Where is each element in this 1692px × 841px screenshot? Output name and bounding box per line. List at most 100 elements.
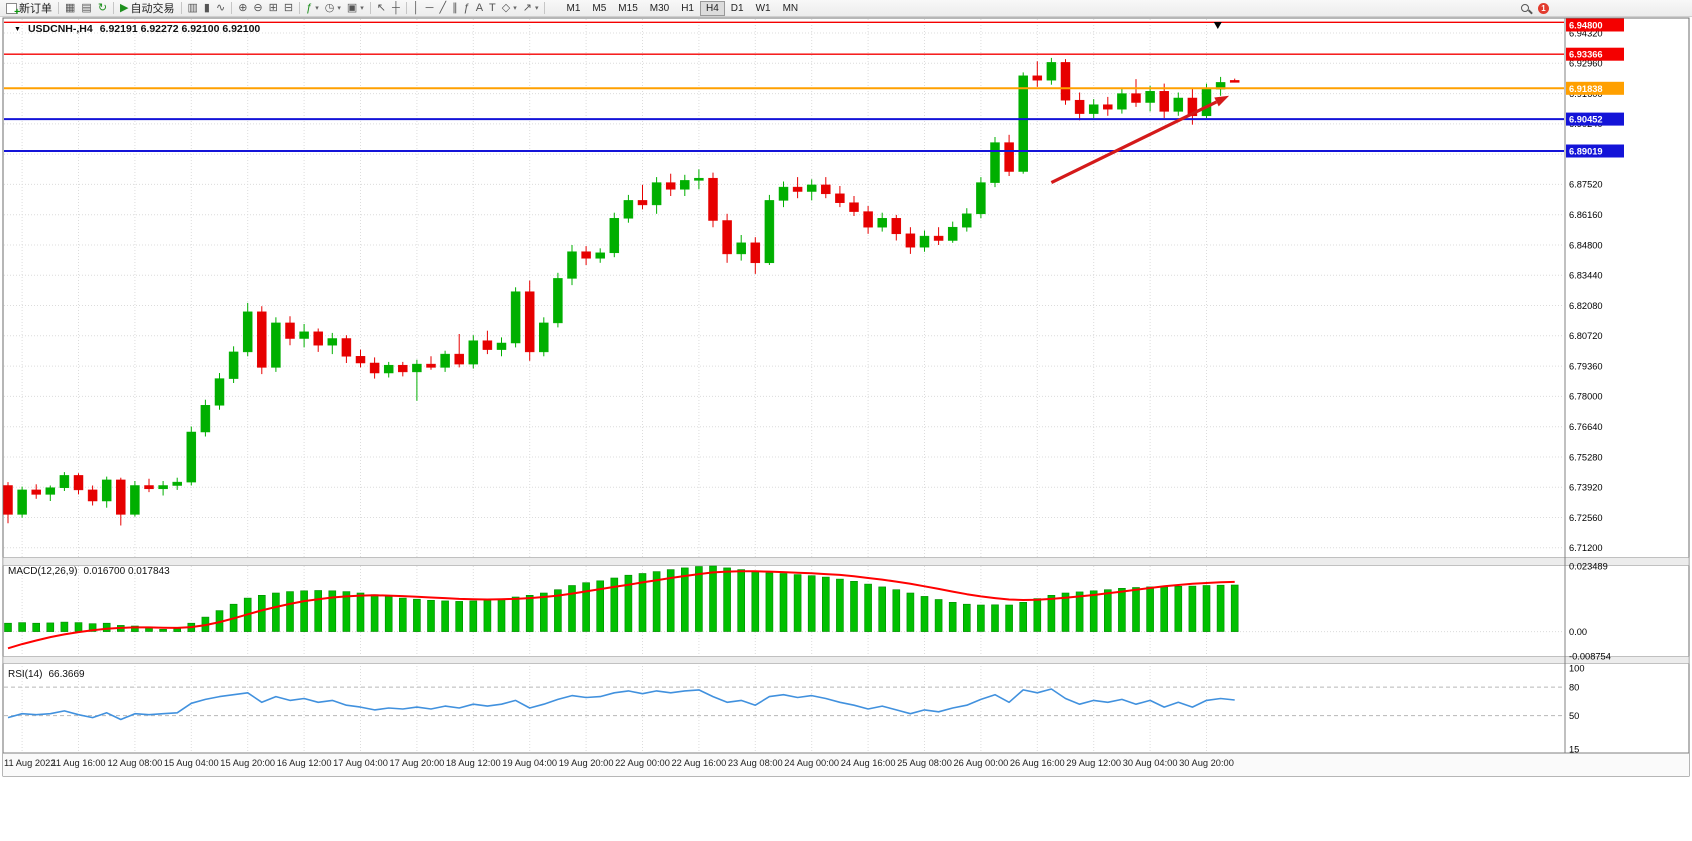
rsi-name: RSI(14): [8, 669, 43, 680]
autotrade-button-label: 自动交易: [130, 3, 175, 15]
line-chart-button[interactable]: ∿: [213, 1, 228, 16]
svg-text:24 Aug 00:00: 24 Aug 00:00: [784, 758, 839, 768]
toolbar-right-group: 1: [1521, 2, 1549, 14]
macd-values: 0.016700 0.017843: [83, 566, 170, 577]
label-icon: T: [489, 1, 496, 14]
search-icon[interactable]: [1521, 4, 1529, 12]
timeframe-h1[interactable]: H1: [681, 2, 694, 14]
svg-text:6.73920: 6.73920: [1569, 483, 1603, 493]
svg-text:6.78000: 6.78000: [1569, 392, 1603, 402]
profiles-icon: ▤: [81, 1, 92, 14]
candlestick-button[interactable]: ▮: [201, 1, 213, 16]
zoom-in-button[interactable]: ⊕: [235, 1, 250, 16]
down-triangle-marker[interactable]: [1213, 22, 1222, 29]
price-axis[interactable]: 6.943206.929606.916006.902406.888806.875…: [1564, 18, 1624, 754]
svg-text:6.80720: 6.80720: [1569, 331, 1603, 341]
autotrade-play-icon: ▶: [120, 1, 129, 14]
caret-down-icon: ▾: [315, 5, 319, 12]
macd-panel: [4, 565, 1564, 650]
crosshair-button[interactable]: ┼: [389, 1, 403, 16]
new-order-button-label: 新订单: [19, 3, 52, 15]
trendline-button[interactable]: ╱: [436, 1, 449, 16]
candlestick-icon: ▮: [203, 1, 210, 14]
svg-text:23 Aug 08:00: 23 Aug 08:00: [728, 758, 783, 768]
svg-text:11 Aug 16:00: 11 Aug 16:00: [51, 758, 105, 768]
svg-text:11 Aug 2022: 11 Aug 2022: [4, 758, 56, 768]
svg-text:-0.008754: -0.008754: [1569, 651, 1611, 661]
bar-chart-button[interactable]: ▥: [185, 1, 201, 16]
horizontal-line-button[interactable]: ─: [423, 1, 437, 16]
channel-button[interactable]: ∥: [449, 1, 461, 16]
svg-text:0.023489: 0.023489: [1569, 561, 1608, 571]
vertical-line-button[interactable]: │: [410, 1, 423, 16]
price-level-badge: 6.91838: [1566, 81, 1624, 95]
timeframe-m30[interactable]: M30: [649, 2, 670, 14]
templates-icon: ▣: [346, 1, 358, 14]
text-button[interactable]: A: [473, 1, 486, 16]
timeframe-w1[interactable]: W1: [755, 2, 771, 14]
bar-chart-icon: ▥: [187, 1, 198, 14]
toolbar-separator: [113, 2, 115, 14]
indicators-icon: ƒ: [306, 1, 313, 14]
svg-text:6.86160: 6.86160: [1569, 210, 1603, 220]
clock-icon: ◷: [324, 1, 335, 14]
collapse-triangle-icon[interactable]: ▼: [14, 25, 21, 33]
timeframe-group: M1 M5 M15 M30 H1 H4 D1 W1 MN: [560, 0, 804, 16]
shapes-icon: ◇: [501, 1, 511, 14]
periods-button[interactable]: ◷ ▾: [322, 1, 344, 16]
timeframe-m5[interactable]: M5: [592, 2, 607, 14]
svg-text:6.82080: 6.82080: [1569, 301, 1603, 311]
indicators-button[interactable]: ƒ ▾: [303, 1, 322, 16]
svg-text:12 Aug 08:00: 12 Aug 08:00: [107, 758, 162, 768]
templates-button[interactable]: ▣ ▾: [344, 1, 367, 16]
zoom-out-icon: ⊖: [253, 1, 263, 14]
svg-text:25 Aug 08:00: 25 Aug 08:00: [897, 758, 952, 768]
panel-splitter[interactable]: [2, 557, 1690, 664]
chart-ohlc-values: 6.92191 6.92272 6.92100 6.92100: [99, 23, 261, 35]
chart-window-frame: [2, 17, 1690, 777]
trend-arrow-annotation[interactable]: [1050, 95, 1230, 185]
svg-text:6.90452: 6.90452: [1569, 115, 1603, 125]
autotrade-button[interactable]: ▶ 自动交易: [117, 1, 177, 16]
timeframe-mn[interactable]: MN: [782, 2, 799, 14]
label-button[interactable]: T: [486, 1, 499, 16]
tile-windows-button[interactable]: ⊞: [266, 1, 281, 16]
cursor-button[interactable]: ↖: [374, 1, 389, 16]
alert-badge-icon[interactable]: 1: [1538, 2, 1549, 14]
fibonacci-button[interactable]: ƒ: [461, 1, 473, 16]
new-order-button[interactable]: 新订单: [3, 1, 55, 18]
shapes-button[interactable]: ◇ ▾: [499, 1, 520, 16]
cursor-icon: ↖: [376, 1, 386, 14]
cascade-windows-button[interactable]: ⊟: [281, 1, 296, 16]
svg-text:6.84800: 6.84800: [1569, 240, 1603, 250]
cascade-windows-icon: ⊟: [283, 1, 294, 14]
svg-text:17 Aug 20:00: 17 Aug 20:00: [389, 758, 444, 768]
chart-symbol-period: USDCNH-,H4: [27, 23, 93, 35]
svg-text:80: 80: [1569, 682, 1579, 692]
toolbar-separator: [231, 2, 233, 14]
svg-text:26 Aug 16:00: 26 Aug 16:00: [1010, 758, 1065, 768]
charts-button[interactable]: ▦: [62, 1, 78, 16]
svg-text:18 Aug 12:00: 18 Aug 12:00: [446, 758, 501, 768]
caret-down-icon: ▾: [513, 5, 517, 12]
macd-indicator-label: MACD(12,26,9) 0.016700 0.017843: [8, 566, 170, 577]
timeframe-h4[interactable]: H4: [700, 0, 725, 16]
svg-text:6.75280: 6.75280: [1569, 452, 1603, 462]
profiles-button[interactable]: ▤: [78, 1, 94, 16]
timeframe-d1[interactable]: D1: [730, 2, 744, 14]
main-toolbar: 新订单▦▤↻▶自动交易▥▮∿⊕⊖⊞⊟ƒ▾◷▾▣▾↖┼│─╱∥ƒAT◇▾↗▾M1M…: [0, 0, 1692, 18]
zoom-out-button[interactable]: ⊖: [250, 1, 265, 16]
chart-title: ▼ USDCNH-,H4 6.92191 6.92272 6.92100 6.9…: [14, 23, 260, 35]
toolbar-separator: [180, 2, 182, 14]
toolbar-separator: [369, 2, 371, 14]
svg-text:6.71200: 6.71200: [1569, 543, 1603, 553]
refresh-button[interactable]: ↻: [95, 1, 110, 16]
timeframe-m1[interactable]: M1: [566, 2, 581, 14]
rsi-value: 66.3669: [48, 669, 85, 680]
caret-down-icon: ▾: [360, 5, 364, 12]
timeframe-m15[interactable]: M15: [618, 2, 638, 14]
arrows-button[interactable]: ↗ ▾: [520, 1, 542, 16]
svg-text:24 Aug 16:00: 24 Aug 16:00: [841, 758, 896, 768]
